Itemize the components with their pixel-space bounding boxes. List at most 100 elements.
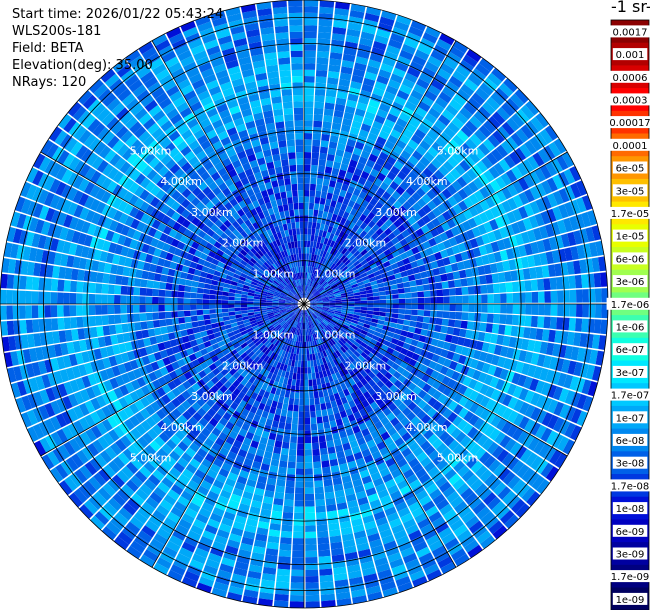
range-bin	[284, 323, 290, 330]
range-bin	[310, 321, 314, 329]
range-bin	[174, 501, 187, 513]
range-bin	[556, 317, 564, 330]
range-bin	[247, 570, 262, 580]
range-bin	[316, 325, 322, 332]
range-bin	[522, 433, 535, 448]
range-bin	[264, 377, 271, 385]
range-bin	[213, 581, 229, 592]
range-bin	[417, 517, 431, 530]
range-bin	[145, 312, 153, 321]
range-bin	[352, 317, 360, 322]
range-bin	[260, 353, 267, 361]
range-bin	[463, 338, 472, 348]
range-bin	[272, 6, 288, 15]
range-bin	[275, 587, 290, 595]
range-bin	[114, 314, 122, 324]
range-bin	[454, 345, 464, 355]
range-bin	[394, 345, 403, 353]
range-bin	[465, 329, 473, 339]
range-bin	[296, 335, 299, 342]
range-bin	[315, 410, 322, 418]
range-bin	[304, 462, 313, 469]
range-bin	[342, 539, 356, 548]
range-bin	[386, 412, 396, 422]
range-bin	[452, 352, 461, 363]
range-bin	[340, 527, 353, 536]
range-bin	[449, 304, 456, 312]
range-bin	[535, 380, 545, 394]
range-bin	[390, 432, 401, 442]
range-bin	[350, 322, 358, 327]
range-bin	[318, 159, 326, 167]
range-bin	[248, 425, 257, 435]
range-bin	[295, 315, 299, 322]
range-bin	[441, 375, 451, 386]
range-bin	[134, 470, 148, 483]
range-bin	[394, 422, 404, 432]
range-bin	[388, 463, 399, 473]
range-bin	[326, 408, 334, 416]
range-bin	[414, 420, 425, 431]
range-bin	[256, 365, 263, 374]
range-bin	[222, 287, 230, 293]
range-bin	[353, 350, 361, 358]
range-bin	[536, 409, 547, 424]
range-bin	[202, 309, 210, 315]
range-bin	[432, 331, 441, 340]
range-bin	[428, 539, 444, 552]
range-bin	[545, 369, 555, 383]
range-bin	[368, 379, 376, 388]
range-bin	[296, 158, 304, 165]
range-bin	[300, 335, 303, 342]
range-bin	[283, 377, 289, 385]
range-bin	[458, 395, 469, 407]
ray-40	[139, 309, 301, 568]
range-bin	[293, 519, 304, 526]
range-bin	[304, 12, 318, 20]
range-bin	[385, 457, 396, 468]
range-bin	[325, 369, 332, 377]
range-bin	[319, 574, 334, 583]
range-bin	[282, 322, 289, 329]
range-bin	[481, 438, 494, 451]
range-bin	[159, 282, 167, 290]
range-bin	[421, 414, 432, 425]
range-bin	[187, 479, 200, 491]
range-bin	[419, 424, 430, 436]
range-bin	[229, 367, 237, 376]
range-bin	[314, 89, 326, 96]
range-bin	[490, 333, 498, 344]
range-bin	[363, 323, 371, 329]
range-bin	[325, 96, 336, 104]
range-bin	[320, 454, 329, 462]
range-bin	[451, 371, 461, 381]
range-bin	[332, 366, 339, 374]
range-bin	[352, 375, 360, 384]
range-bin	[308, 385, 314, 393]
range-bin	[527, 339, 536, 352]
range-bin	[348, 304, 355, 307]
range-bin	[339, 463, 349, 472]
range-bin	[513, 399, 524, 413]
range-bin	[273, 367, 279, 375]
range-bin	[415, 321, 423, 329]
range-bin	[121, 276, 129, 286]
range-bin	[389, 518, 402, 529]
range-bin	[480, 511, 495, 525]
range-bin	[319, 6, 334, 15]
range-bin	[282, 165, 290, 173]
range-bin	[252, 545, 266, 555]
range-bin	[319, 441, 327, 449]
range-bin	[530, 392, 541, 406]
range-bin	[290, 385, 296, 393]
range-bin	[398, 383, 408, 393]
range-bin	[274, 593, 289, 602]
range-bin	[95, 283, 103, 294]
range-bin	[311, 320, 316, 328]
range-bin	[589, 349, 598, 365]
range-bin	[331, 318, 338, 323]
range-bin	[274, 115, 284, 123]
range-bin	[308, 322, 311, 329]
range-bin	[306, 309, 310, 316]
range-bin	[315, 222, 321, 230]
